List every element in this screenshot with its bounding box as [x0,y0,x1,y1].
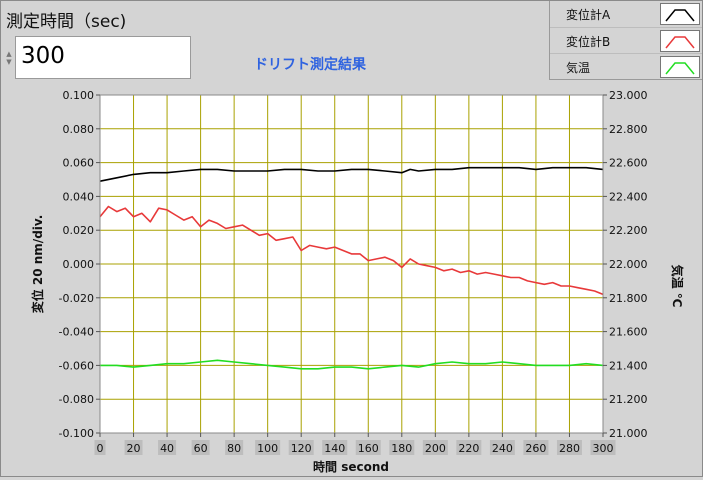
y-left-tick-label: 0.020 [63,224,95,237]
chart-area: 0 20 40 60 80 100 120 140 160 180 200 220 240 260 280 3… [1,89,702,476]
plot-line-icon[interactable] [660,30,700,52]
legend-label: 気温 [566,61,591,75]
x-tick-background [389,440,415,455]
x-tick-label: 60 [194,442,208,455]
x-axis-title: 時間 second [313,459,389,474]
x-tick-background [191,440,210,455]
increment-arrow-icon[interactable]: ▲ [6,50,12,58]
y-right-tick-label: 21.800 [609,292,648,305]
x-tick-label: 180 [391,442,412,455]
series-line [99,166,604,182]
y-left-tick-label: 0.040 [63,190,95,203]
y-left-tick-label: 0.060 [63,157,95,170]
y-right-tick-label: 22.600 [609,157,648,170]
x-tick-background [523,440,549,455]
y-left-tick-label: -0.100 [59,427,94,440]
y-axis-left-title: 変位 20 nm/div. [30,215,45,314]
y-right-tick-label: 21.400 [609,359,648,372]
x-tick-label: 160 [358,442,379,455]
y-right-tick-label: 21.000 [609,427,648,440]
x-tick-label: 0 [97,442,104,455]
x-tick-background [288,440,314,455]
x-tick-label: 260 [525,442,546,455]
x-tick-background [556,440,582,455]
legend-item-b[interactable]: 変位計B [550,27,702,54]
y-axis-left[interactable]: 0.100 0.080 0.060 0.040 0.020 0.000 -0.020 -0.0… [59,89,100,440]
y-right-tick-label: 22.000 [609,258,648,271]
y-axis-right-title: 気温 ℃ [670,265,685,308]
y-left-tick-label: 0.000 [63,258,95,271]
plot-line-icon[interactable] [660,56,700,78]
y-left-tick-label: 0.080 [63,123,95,136]
plot-legend[interactable]: 変位計A 変位計B 気温 [549,1,702,80]
legend-item-temp[interactable]: 気温 [550,53,702,80]
x-tick-label: 80 [227,442,241,455]
measure-time-input[interactable]: 300 [15,36,191,79]
increment-decrement-arrows[interactable]: ▲ ▼ [4,37,14,79]
plot-line-icon[interactable] [660,3,700,25]
y-left-tick-label: -0.040 [59,326,94,339]
x-tick-background [355,440,381,455]
x-tick-label: 40 [160,442,174,455]
legend-label: 変位計A [566,8,611,22]
x-tick-background [225,440,244,455]
x-tick-label: 20 [127,442,141,455]
y-left-tick-label: 0.100 [63,89,95,102]
x-tick-background [489,440,515,455]
y-left-tick-label: -0.060 [59,359,94,372]
decrement-arrow-icon[interactable]: ▼ [6,58,12,66]
x-tick-label: 120 [291,442,312,455]
x-tick-background [422,440,448,455]
y-left-tick-label: -0.020 [59,292,94,305]
drift-chart: 0 20 40 60 80 100 120 140 160 180 200 220 240 260 280 3… [30,89,685,474]
y-right-tick-label: 22.400 [609,190,648,203]
x-axis[interactable]: 0 20 40 60 80 100 120 140 160 180 200 220 240 260 280 3… [94,433,616,455]
x-tick-label: 140 [324,442,345,455]
x-tick-background [255,440,281,455]
x-tick-label: 220 [458,442,479,455]
x-tick-label: 300 [593,442,614,455]
y-right-tick-label: 21.200 [609,393,648,406]
legend-item-a[interactable]: 変位計A [550,1,702,27]
x-tick-background [124,440,143,455]
y-right-tick-label: 22.200 [609,224,648,237]
x-tick-background [322,440,348,455]
x-tick-label: 100 [257,442,278,455]
series-line [100,359,604,370]
measure-time-label: 測定時間（sec) [6,12,127,32]
y-left-tick-label: -0.080 [59,393,94,406]
y-right-tick-label: 23.000 [609,89,648,102]
x-tick-label: 280 [559,442,580,455]
x-tick-label: 240 [492,442,513,455]
y-right-tick-label: 22.800 [609,123,648,136]
x-tick-background [456,440,482,455]
x-tick-background [590,440,616,455]
y-axis-right[interactable]: 23.000 22.800 22.600 22.400 22.200 22.000 21.8… [603,89,648,440]
y-right-tick-label: 21.600 [609,326,648,339]
control-panel: 測定時間（sec) ▲ ▼ 300 ドリフト測定結果 変位計A 変位計B 気温 [1,1,702,89]
x-tick-background [94,440,106,455]
grid [100,95,603,433]
graph-title: ドリフト測定結果 [254,57,366,73]
legend-label: 変位計B [566,35,611,49]
x-tick-label: 200 [425,442,446,455]
x-tick-background [158,440,177,455]
series-line [99,205,604,296]
series-layer [99,166,604,370]
